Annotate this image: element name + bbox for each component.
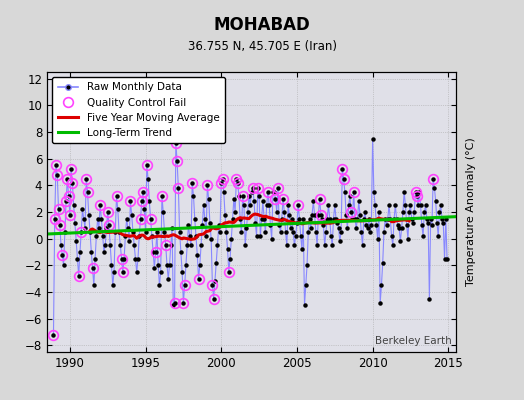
Text: MOHABAD: MOHABAD: [214, 16, 310, 34]
Y-axis label: Temperature Anomaly (°C): Temperature Anomaly (°C): [466, 138, 476, 286]
Text: Berkeley Earth: Berkeley Earth: [375, 336, 452, 346]
Text: 36.755 N, 45.705 E (Iran): 36.755 N, 45.705 E (Iran): [188, 40, 336, 53]
Legend: Raw Monthly Data, Quality Control Fail, Five Year Moving Average, Long-Term Tren: Raw Monthly Data, Quality Control Fail, …: [52, 77, 225, 143]
